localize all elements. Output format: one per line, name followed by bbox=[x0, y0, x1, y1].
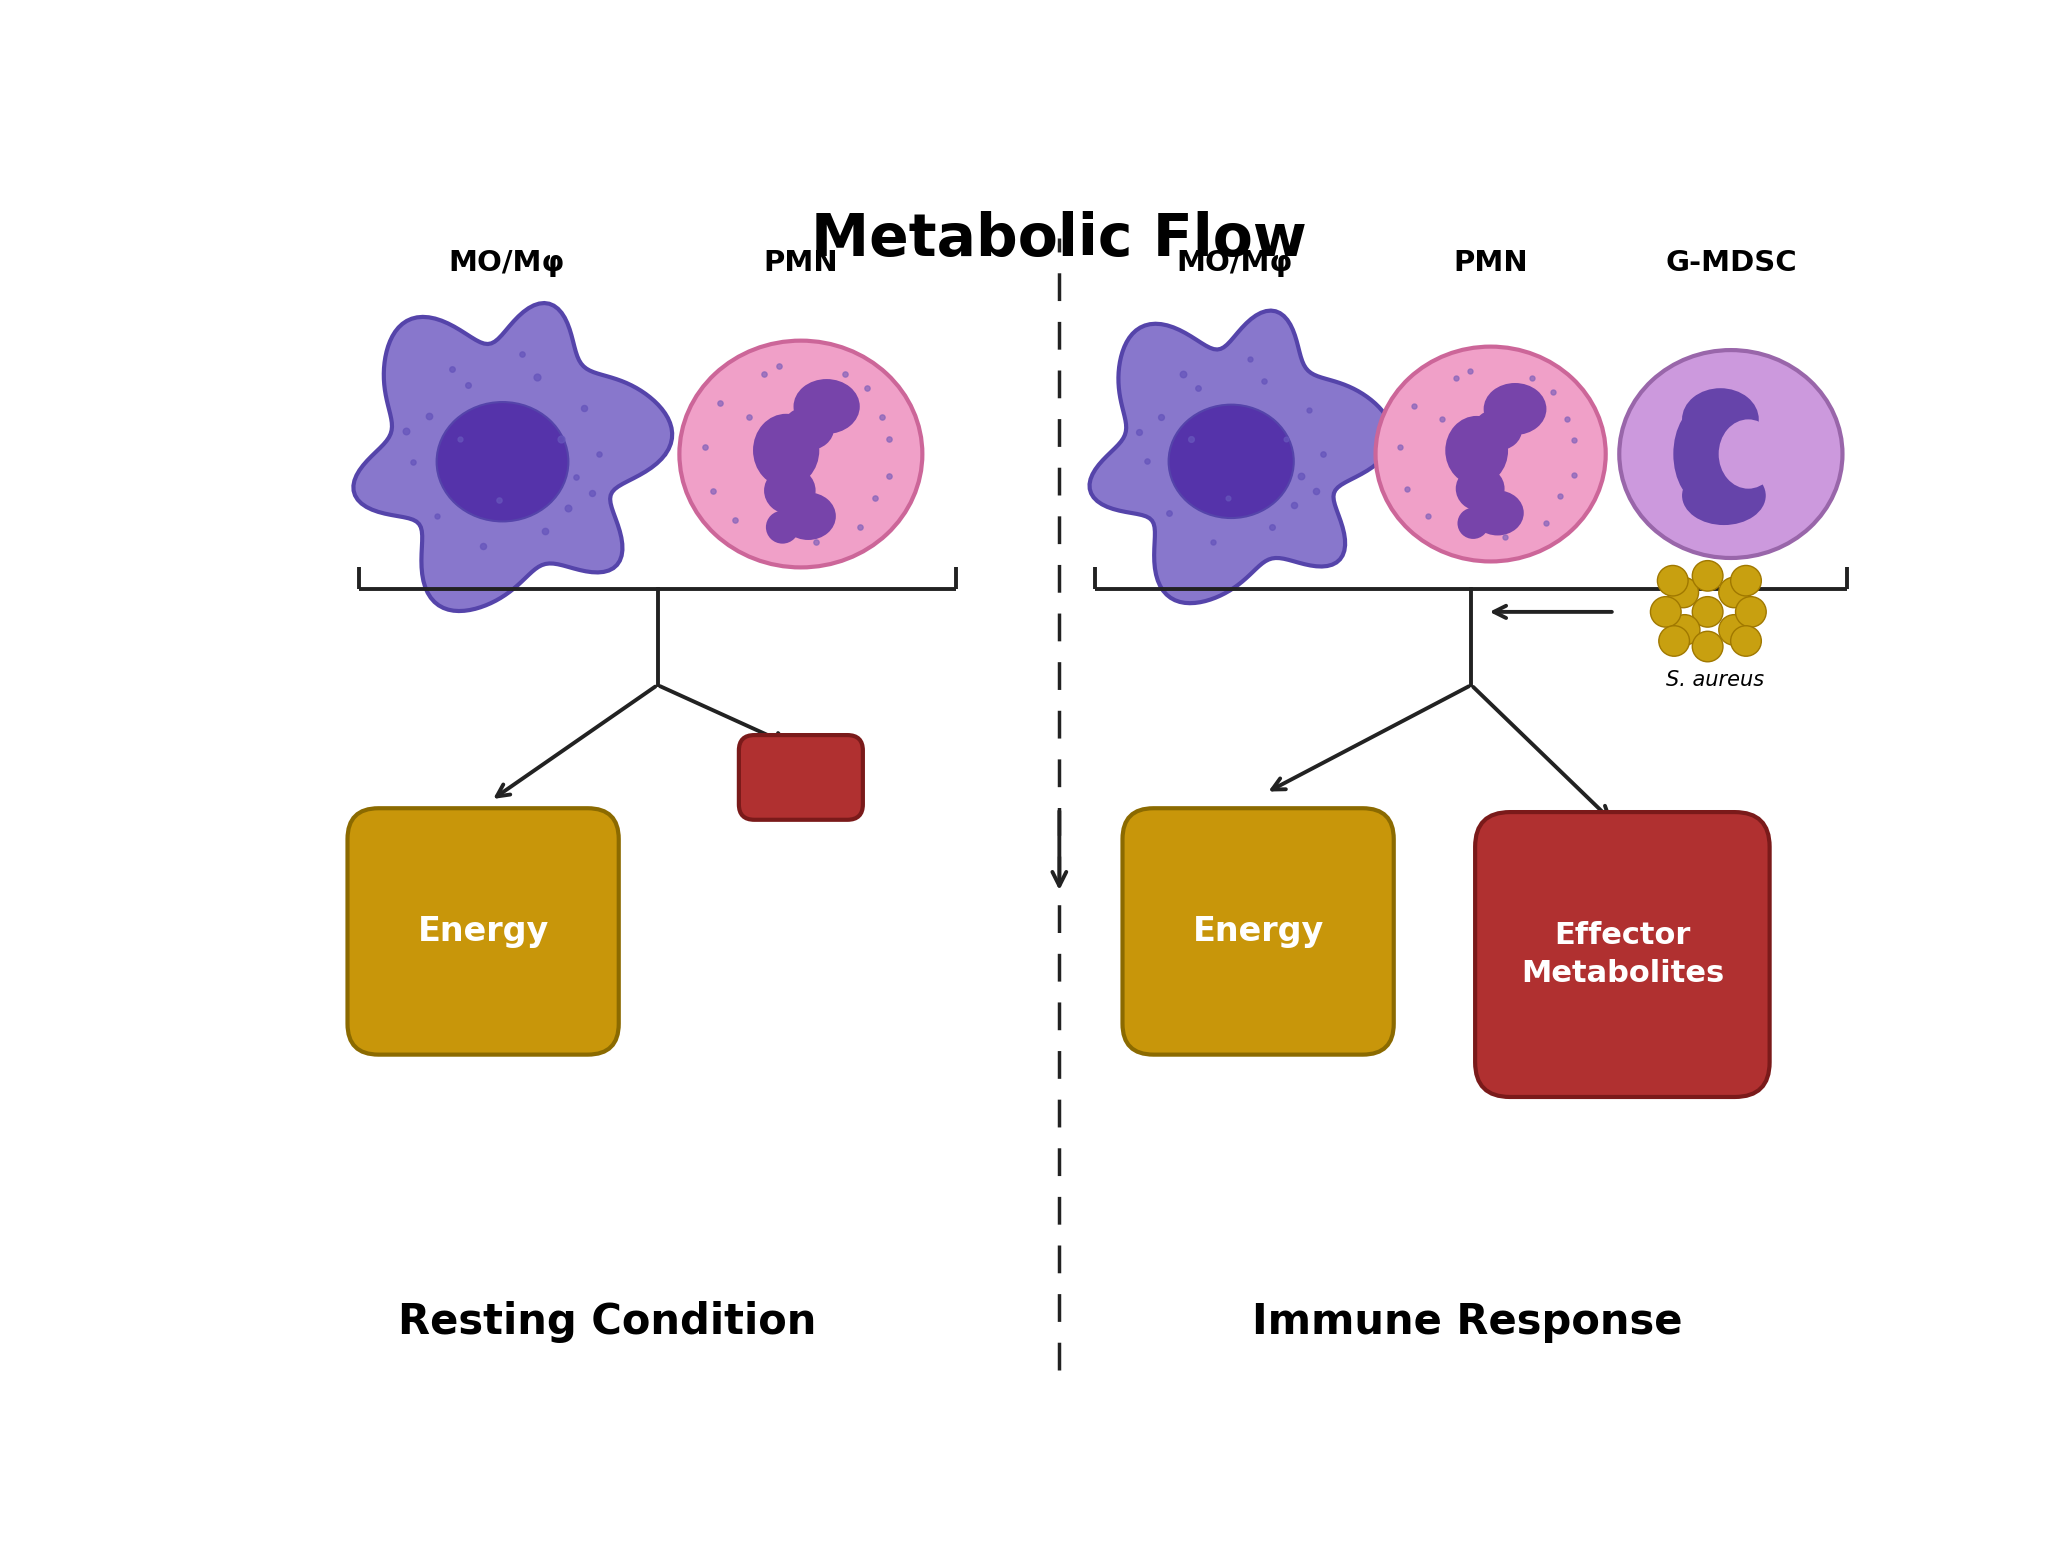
Circle shape bbox=[1658, 565, 1689, 596]
Text: Effector
Metabolites: Effector Metabolites bbox=[1521, 920, 1724, 989]
Ellipse shape bbox=[1718, 419, 1778, 489]
Ellipse shape bbox=[436, 402, 568, 522]
Ellipse shape bbox=[752, 414, 819, 487]
FancyBboxPatch shape bbox=[1122, 808, 1393, 1054]
Circle shape bbox=[1693, 561, 1724, 592]
FancyBboxPatch shape bbox=[1476, 813, 1769, 1098]
Ellipse shape bbox=[1457, 508, 1488, 539]
Ellipse shape bbox=[1474, 409, 1521, 450]
Text: Resting Condition: Resting Condition bbox=[399, 1302, 816, 1344]
FancyBboxPatch shape bbox=[738, 735, 862, 821]
Ellipse shape bbox=[1683, 466, 1765, 525]
Text: PMN: PMN bbox=[1453, 249, 1528, 277]
Circle shape bbox=[1668, 578, 1699, 607]
Ellipse shape bbox=[1375, 347, 1606, 562]
Ellipse shape bbox=[794, 378, 860, 434]
Text: Energy: Energy bbox=[1193, 916, 1323, 948]
Polygon shape bbox=[353, 304, 672, 610]
Ellipse shape bbox=[1455, 466, 1505, 511]
Ellipse shape bbox=[1618, 350, 1842, 557]
Text: Energy: Energy bbox=[418, 916, 548, 948]
Circle shape bbox=[1693, 631, 1724, 662]
Ellipse shape bbox=[1472, 490, 1523, 536]
Circle shape bbox=[1720, 578, 1749, 607]
Ellipse shape bbox=[781, 492, 835, 540]
Text: S. aureus: S. aureus bbox=[1666, 670, 1765, 690]
Text: MO/Mφ: MO/Mφ bbox=[1176, 249, 1294, 277]
Ellipse shape bbox=[767, 511, 800, 543]
Text: PMN: PMN bbox=[763, 249, 839, 277]
Circle shape bbox=[1693, 596, 1724, 627]
Circle shape bbox=[1730, 626, 1761, 655]
Circle shape bbox=[1649, 596, 1680, 627]
Polygon shape bbox=[1089, 310, 1393, 603]
Ellipse shape bbox=[1168, 405, 1294, 518]
Circle shape bbox=[1736, 596, 1765, 627]
Circle shape bbox=[1660, 626, 1689, 655]
Ellipse shape bbox=[1445, 416, 1509, 486]
Circle shape bbox=[1670, 615, 1699, 645]
Ellipse shape bbox=[1484, 383, 1546, 434]
Ellipse shape bbox=[765, 467, 816, 514]
Circle shape bbox=[1720, 615, 1749, 645]
Circle shape bbox=[1730, 565, 1761, 596]
Text: Metabolic Flow: Metabolic Flow bbox=[812, 212, 1306, 268]
Text: Immune Response: Immune Response bbox=[1253, 1302, 1683, 1344]
Ellipse shape bbox=[783, 406, 833, 450]
Text: MO/Mφ: MO/Mφ bbox=[449, 249, 564, 277]
Ellipse shape bbox=[1674, 405, 1732, 503]
Ellipse shape bbox=[680, 341, 922, 567]
Ellipse shape bbox=[1683, 388, 1759, 450]
Text: G-MDSC: G-MDSC bbox=[1666, 249, 1796, 277]
FancyBboxPatch shape bbox=[347, 808, 618, 1054]
